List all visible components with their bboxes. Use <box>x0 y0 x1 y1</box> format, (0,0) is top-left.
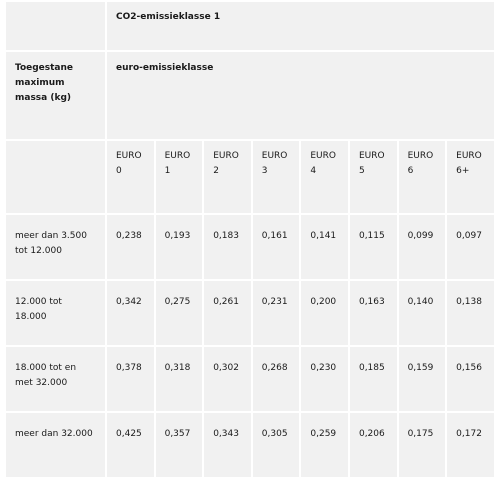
value-cell: 0,183 <box>202 213 253 281</box>
empty-label-cell <box>4 139 107 215</box>
co2-class-row: CO2-emissieklasse 1 <box>4 0 496 52</box>
value-cell: 0,175 <box>396 411 448 479</box>
table-row: meer dan 32.000 0,425 0,357 0,343 0,305 … <box>4 411 496 479</box>
value-cell: 0,302 <box>202 345 253 413</box>
value-cell: 0,259 <box>299 411 350 479</box>
mass-range-label: 18.000 tot en met 32.000 <box>4 345 107 413</box>
table-row: meer dan 3.500 tot 12.000 0,238 0,193 0,… <box>4 213 496 281</box>
euro-class-cell: EURO 6 <box>396 139 448 215</box>
mass-range-label: meer dan 3.500 tot 12.000 <box>4 213 107 281</box>
value-cell: 0,159 <box>396 345 448 413</box>
value-cell: 0,206 <box>347 411 399 479</box>
value-cell: 0,238 <box>105 213 156 281</box>
euro-class-cell: EURO 3 <box>250 139 302 215</box>
euro-class-header: euro-emissieklasse <box>105 50 496 141</box>
value-cell: 0,156 <box>445 345 496 413</box>
euro-class-cell: EURO 4 <box>299 139 350 215</box>
value-cell: 0,275 <box>153 279 205 347</box>
value-cell: 0,318 <box>153 345 205 413</box>
value-cell: 0,261 <box>202 279 253 347</box>
mass-header: Toegestane maximum massa (kg) <box>4 50 107 141</box>
value-cell: 0,172 <box>445 411 496 479</box>
header-row: Toegestane maximum massa (kg) euro-emiss… <box>4 50 496 141</box>
value-cell: 0,115 <box>347 213 399 281</box>
value-cell: 0,161 <box>250 213 302 281</box>
value-cell: 0,138 <box>445 279 496 347</box>
value-cell: 0,305 <box>250 411 302 479</box>
value-cell: 0,343 <box>202 411 253 479</box>
value-cell: 0,097 <box>445 213 496 281</box>
value-cell: 0,193 <box>153 213 205 281</box>
value-cell: 0,163 <box>347 279 399 347</box>
mass-range-label: 12.000 tot 18.000 <box>4 279 107 347</box>
value-cell: 0,268 <box>250 345 302 413</box>
value-cell: 0,230 <box>299 345 350 413</box>
value-cell: 0,099 <box>396 213 448 281</box>
euro-class-cell: EURO 0 <box>105 139 156 215</box>
table-row: 12.000 tot 18.000 0,342 0,275 0,261 0,23… <box>4 279 496 347</box>
mass-range-label: meer dan 32.000 <box>4 411 107 479</box>
value-cell: 0,200 <box>299 279 350 347</box>
value-cell: 0,357 <box>153 411 205 479</box>
value-cell: 0,378 <box>105 345 156 413</box>
euro-class-cell: EURO 6+ <box>445 139 496 215</box>
value-cell: 0,141 <box>299 213 350 281</box>
co2-class-header: CO2-emissieklasse 1 <box>105 0 496 52</box>
value-cell: 0,185 <box>347 345 399 413</box>
value-cell: 0,342 <box>105 279 156 347</box>
empty-corner-cell <box>4 0 107 52</box>
euro-classes-row: EURO 0 EURO 1 EURO 2 EURO 3 EURO 4 EURO … <box>4 139 496 215</box>
euro-class-cell: EURO 5 <box>347 139 399 215</box>
euro-class-cell: EURO 2 <box>202 139 253 215</box>
value-cell: 0,425 <box>105 411 156 479</box>
value-cell: 0,140 <box>396 279 448 347</box>
table-row: 18.000 tot en met 32.000 0,378 0,318 0,3… <box>4 345 496 413</box>
value-cell: 0,231 <box>250 279 302 347</box>
emission-table: CO2-emissieklasse 1 Toegestane maximum m… <box>4 0 496 479</box>
euro-class-cell: EURO 1 <box>153 139 205 215</box>
